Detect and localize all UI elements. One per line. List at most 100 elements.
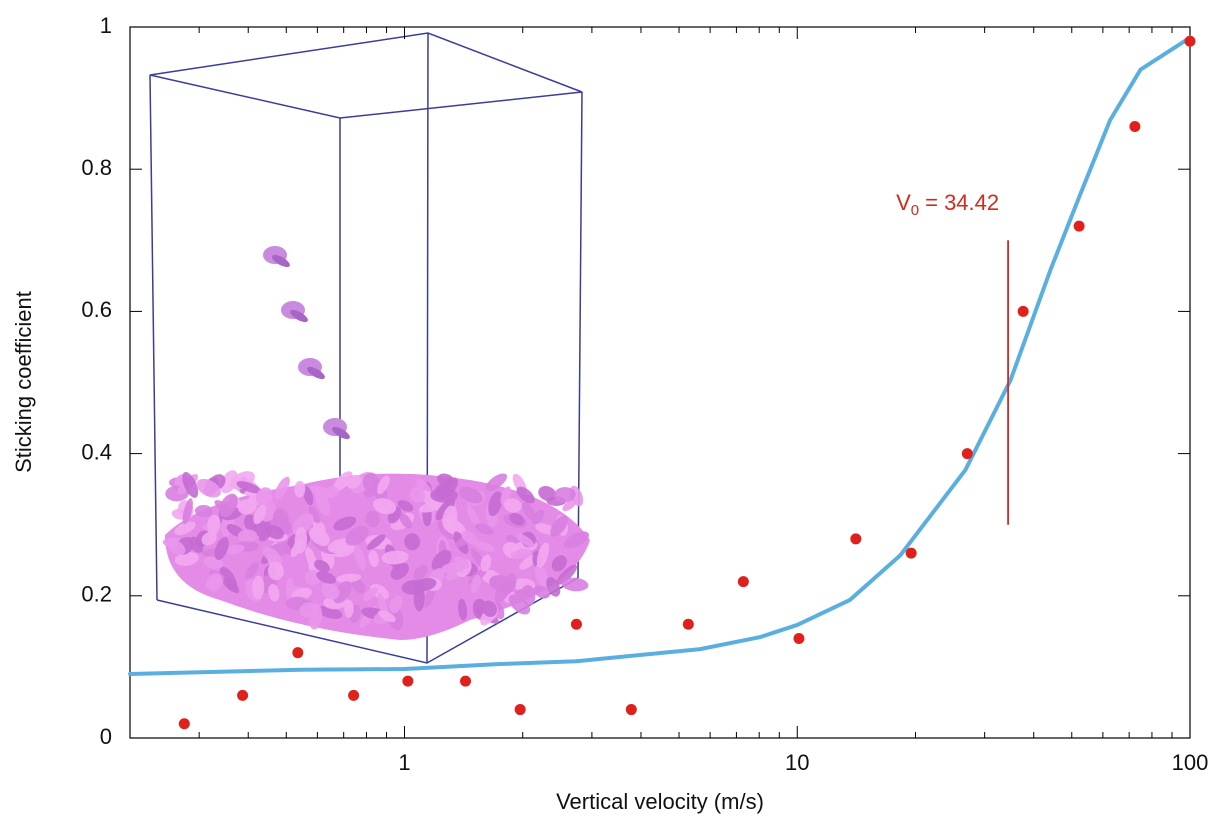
particle <box>546 577 561 597</box>
particle <box>346 475 362 489</box>
particle <box>489 576 506 590</box>
particle <box>534 564 550 590</box>
x-tick-label: 1 <box>398 750 410 775</box>
data-point <box>402 675 414 687</box>
box-edge <box>149 74 158 601</box>
falling-particle <box>307 366 325 380</box>
particle <box>315 489 331 516</box>
particle <box>509 513 525 526</box>
particle <box>362 587 378 602</box>
particle <box>430 487 458 503</box>
x-tick-label: 10 <box>785 750 809 775</box>
particle <box>274 476 290 500</box>
particle <box>470 574 481 594</box>
particle <box>561 577 589 592</box>
particle <box>268 584 280 602</box>
particle <box>194 505 213 518</box>
particle <box>365 510 380 528</box>
particle <box>482 600 497 617</box>
particle <box>336 573 362 583</box>
annotation-symbol: V <box>896 190 911 215</box>
x-tick-label: 100 <box>1172 750 1209 775</box>
particle <box>174 521 196 536</box>
particle <box>353 544 366 571</box>
particle <box>413 564 428 580</box>
particle <box>255 487 273 506</box>
data-point <box>1184 35 1196 47</box>
particle <box>376 475 390 495</box>
particle <box>562 498 578 512</box>
particle <box>225 544 245 555</box>
particle <box>510 548 533 560</box>
particle <box>291 513 314 535</box>
particle <box>564 531 590 549</box>
data-point <box>178 718 190 730</box>
particle <box>536 542 550 568</box>
particle <box>404 533 421 551</box>
particle <box>207 514 221 535</box>
particle <box>461 530 478 545</box>
particle <box>321 582 340 600</box>
y-tick-label: 0.8 <box>81 155 112 180</box>
particle <box>308 506 321 524</box>
particle <box>553 487 576 503</box>
particle <box>500 486 511 505</box>
y-tick-label: 0.6 <box>81 297 112 322</box>
data-point <box>348 689 360 701</box>
particle <box>317 606 343 619</box>
falling-particle <box>272 254 290 268</box>
data-point <box>961 448 973 460</box>
particle <box>409 486 426 503</box>
particle <box>333 471 353 492</box>
particle <box>167 539 186 555</box>
particles <box>162 246 590 631</box>
annotation-text: V0 = 34.42 <box>896 190 999 219</box>
particle <box>313 559 330 573</box>
data-point <box>1017 305 1029 317</box>
y-tick-label: 1 <box>100 13 112 38</box>
particle <box>253 504 267 525</box>
box-top <box>149 32 583 119</box>
particle <box>290 539 303 558</box>
y-axis-label: Sticking coefficient <box>11 291 36 473</box>
inset-illustration <box>149 32 590 664</box>
particle <box>237 498 257 515</box>
data-point <box>737 576 749 588</box>
data-point <box>850 533 862 545</box>
plot-frame <box>129 26 1191 739</box>
particle <box>273 508 289 528</box>
data-point <box>292 647 304 659</box>
falling-particle <box>332 426 350 440</box>
particle <box>418 500 446 513</box>
particle <box>399 513 413 529</box>
particle <box>381 550 409 565</box>
particle <box>474 540 496 552</box>
data-point <box>237 689 249 701</box>
particle <box>219 493 238 518</box>
axes: 0 0.2 0.4 0.6 0.8 1 1 10 100 <box>81 13 1208 775</box>
particle <box>556 564 578 585</box>
particle <box>321 486 340 498</box>
data-point <box>793 632 805 644</box>
particle <box>351 578 366 594</box>
particle <box>522 502 536 521</box>
particle <box>224 577 240 594</box>
particle <box>252 575 265 600</box>
particle <box>378 610 396 623</box>
particle <box>459 486 483 504</box>
data-point <box>1073 220 1085 232</box>
particle <box>480 554 492 572</box>
data-point <box>570 618 582 630</box>
particle <box>514 588 532 598</box>
particle <box>466 504 481 530</box>
particle <box>397 500 414 512</box>
data-point <box>682 618 694 630</box>
particle <box>551 555 567 572</box>
particle <box>237 529 258 543</box>
particle <box>303 486 314 506</box>
particle <box>214 537 229 560</box>
particle <box>262 546 283 566</box>
y-tick-label: 0.2 <box>81 582 112 607</box>
particle <box>488 491 503 517</box>
data-point <box>460 675 472 687</box>
